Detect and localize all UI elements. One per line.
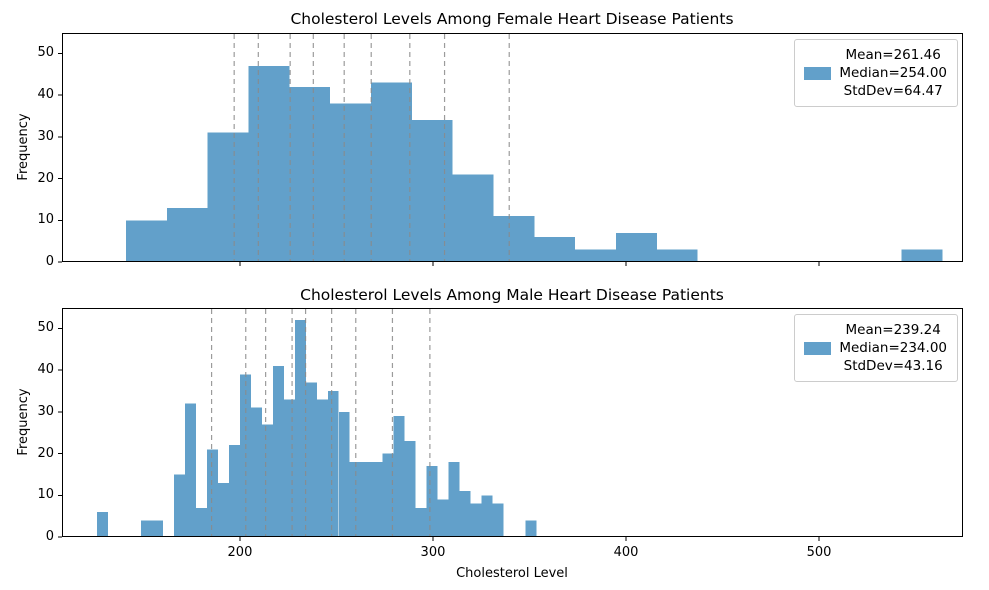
histogram-bar <box>404 441 416 537</box>
male-axes-box <box>62 308 963 537</box>
legend-median: Median=234.00 <box>839 340 947 356</box>
y-tick-label: 10 <box>37 487 54 503</box>
x-tick-label: 500 <box>806 545 832 560</box>
male-bars <box>97 320 537 537</box>
y-tick-label: 20 <box>37 170 54 186</box>
histogram-bar <box>217 482 229 537</box>
histogram-bar <box>338 411 350 537</box>
y-tick-label: 10 <box>37 212 54 228</box>
histogram-bar <box>327 391 339 537</box>
histogram-bar <box>283 399 295 537</box>
histogram-bar <box>316 399 328 537</box>
y-tick-label: 40 <box>37 362 54 378</box>
histogram-bar <box>371 82 412 262</box>
x-tick-label: 200 <box>227 545 253 560</box>
histogram-bar <box>901 249 943 262</box>
legend-median: Median=254.00 <box>839 65 947 81</box>
y-tick-label: 20 <box>37 445 54 461</box>
legend-stats-male: Mean=239.24 Median=234.00 StdDev=43.16 <box>839 321 947 375</box>
histogram-bar <box>228 445 240 537</box>
histogram-bar <box>470 503 482 537</box>
histogram-bar <box>250 407 262 537</box>
histogram-male <box>58 308 963 541</box>
histogram-bar <box>656 249 698 262</box>
legend-swatch-icon <box>804 66 832 80</box>
legend-male: Mean=239.24 Median=234.00 StdDev=43.16 <box>794 314 958 382</box>
y-axis-label-female: Frequency <box>16 113 31 181</box>
y-axis-label-male: Frequency <box>16 388 31 456</box>
histogram-bar <box>248 65 290 262</box>
histogram-bar <box>294 320 306 537</box>
histogram-bar <box>207 132 249 262</box>
x-axis-label: Cholesterol Level <box>456 566 568 581</box>
histogram-bar <box>152 520 164 537</box>
histogram-bar <box>437 499 449 537</box>
legend-swatch-icon <box>804 341 832 355</box>
y-tick-label: 0 <box>45 529 54 545</box>
y-tick-label: 0 <box>45 254 54 270</box>
histogram-bar <box>575 249 616 262</box>
histogram-bar <box>141 520 153 537</box>
histogram-bar <box>426 466 438 537</box>
histogram-bar <box>448 461 460 537</box>
male-percentile-gridlines <box>210 309 431 536</box>
y-tick-label: 50 <box>37 320 54 336</box>
histogram-bar <box>272 365 284 537</box>
histogram-female <box>58 33 963 266</box>
x-tick-label: 400 <box>613 545 639 560</box>
y-tick-label: 30 <box>37 128 54 144</box>
chart-title-male: Cholesterol Levels Among Male Heart Dise… <box>300 286 724 304</box>
histogram-bar <box>615 232 657 262</box>
histogram-bar <box>382 453 394 537</box>
histogram-bar <box>481 495 493 537</box>
female-tick-marks <box>58 52 820 266</box>
legend-stddev: StdDev=43.16 <box>843 358 943 374</box>
male-tick-marks <box>58 327 820 541</box>
y-tick-label: 40 <box>37 87 54 103</box>
female-axes-box <box>62 33 963 262</box>
histogram-bar <box>534 236 576 262</box>
y-tick-label: 30 <box>37 403 54 419</box>
y-tick-label: 50 <box>37 45 54 61</box>
histogram-bar <box>493 216 535 262</box>
chart-title-female: Cholesterol Levels Among Female Heart Di… <box>290 10 734 28</box>
histogram-bar <box>492 503 504 537</box>
histogram-bar <box>411 120 453 263</box>
histogram-bar <box>330 103 372 263</box>
histogram-bar <box>371 461 383 537</box>
histogram-bar <box>525 520 537 537</box>
histogram-bar <box>126 220 167 262</box>
histogram-bar <box>459 491 471 537</box>
histogram-bar <box>415 507 427 537</box>
female-bars <box>126 65 943 263</box>
histogram-bar <box>97 511 109 537</box>
histogram-bar <box>166 207 208 262</box>
histogram-bar <box>360 461 372 537</box>
histogram-bar <box>195 507 207 537</box>
legend-mean: Mean=239.24 <box>845 322 941 338</box>
histogram-bar <box>174 474 185 537</box>
x-tick-label: 300 <box>420 545 446 560</box>
histogram-bar <box>184 403 196 537</box>
legend-stats-female: Mean=261.46 Median=254.00 StdDev=64.47 <box>839 46 947 100</box>
histogram-bar <box>305 382 317 537</box>
histogram-bar <box>393 416 405 537</box>
legend-female: Mean=261.46 Median=254.00 StdDev=64.47 <box>794 39 958 107</box>
histogram-bar <box>206 449 218 537</box>
histogram-bar <box>289 86 331 262</box>
legend-stddev: StdDev=64.47 <box>843 83 943 99</box>
female-percentile-gridlines <box>233 34 510 261</box>
histogram-bar <box>261 424 273 537</box>
legend-mean: Mean=261.46 <box>845 47 941 63</box>
histogram-bar <box>452 174 494 262</box>
